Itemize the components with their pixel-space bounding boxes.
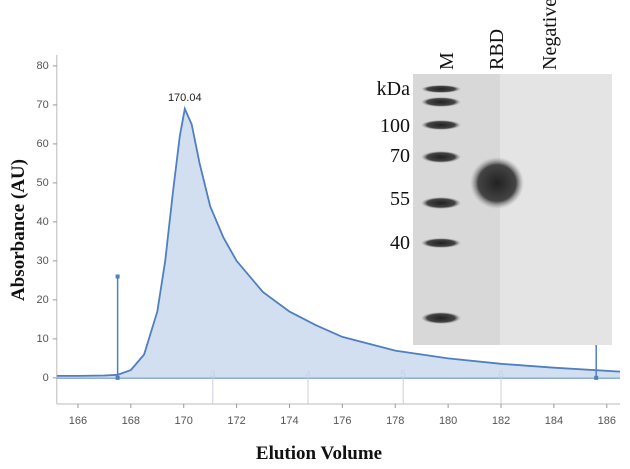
gel-lane [500,74,612,345]
area [56,108,621,378]
ladder-bands [421,85,461,324]
ladder-band [421,85,461,93]
lane-label: Negative [539,0,561,70]
y-tick-label: 70 [37,99,49,111]
rbd-band [470,157,524,209]
ladder-band [421,97,461,107]
x-tick-label: 174 [280,415,298,427]
y-axis-title: Absorbance (AU) [8,159,29,301]
y-tick-label: 60 [37,138,49,150]
size-label: 100 [380,115,410,137]
size-label: 40 [390,232,410,254]
marker-foot [115,375,120,380]
y-tick-label: 80 [37,60,49,72]
x-tick-label: 168 [122,415,140,427]
gel-inset: M RBD Negative kDa 100 70 55 40 [377,0,612,345]
x-tick-label: 172 [227,415,245,427]
plot-area: 0 10 20 30 40 50 60 70 80 166 168 170 172 174 176 178 18… [37,55,621,427]
y-tick-label: 20 [37,294,49,306]
ladder-band [421,312,461,324]
ladder-band [421,120,461,130]
y-tick-label: 50 [37,177,49,189]
ladder-band [421,197,461,209]
unit-label: kDa [377,78,410,100]
x-tick-label: 176 [333,415,351,427]
x-tick-label: 166 [69,415,87,427]
ladder-band [421,238,461,248]
lane-label: M [436,52,458,70]
size-label: 70 [390,145,410,167]
marker-cap [115,274,120,279]
y-tick-label: 0 [43,372,49,384]
y-tick-label: 10 [37,333,49,345]
y-tick-label: 30 [37,255,49,267]
x-tick-label: 182 [492,415,510,427]
x-axis-title: Elution Volume [256,443,382,464]
line [56,105,621,377]
lane-label: RBD [486,29,508,70]
size-label: 55 [390,188,410,210]
x-tick-label: 184 [545,415,563,427]
ladder-band [421,151,461,163]
marker-foot [594,375,599,380]
x-tick-label: 178 [386,415,404,427]
y-tick-label: 40 [37,216,49,228]
peak-label: 170.04 [168,92,202,104]
x-tick-label: 180 [439,415,457,427]
x-tick-label: 170 [175,415,193,427]
x-tick-label: 186 [598,415,616,427]
